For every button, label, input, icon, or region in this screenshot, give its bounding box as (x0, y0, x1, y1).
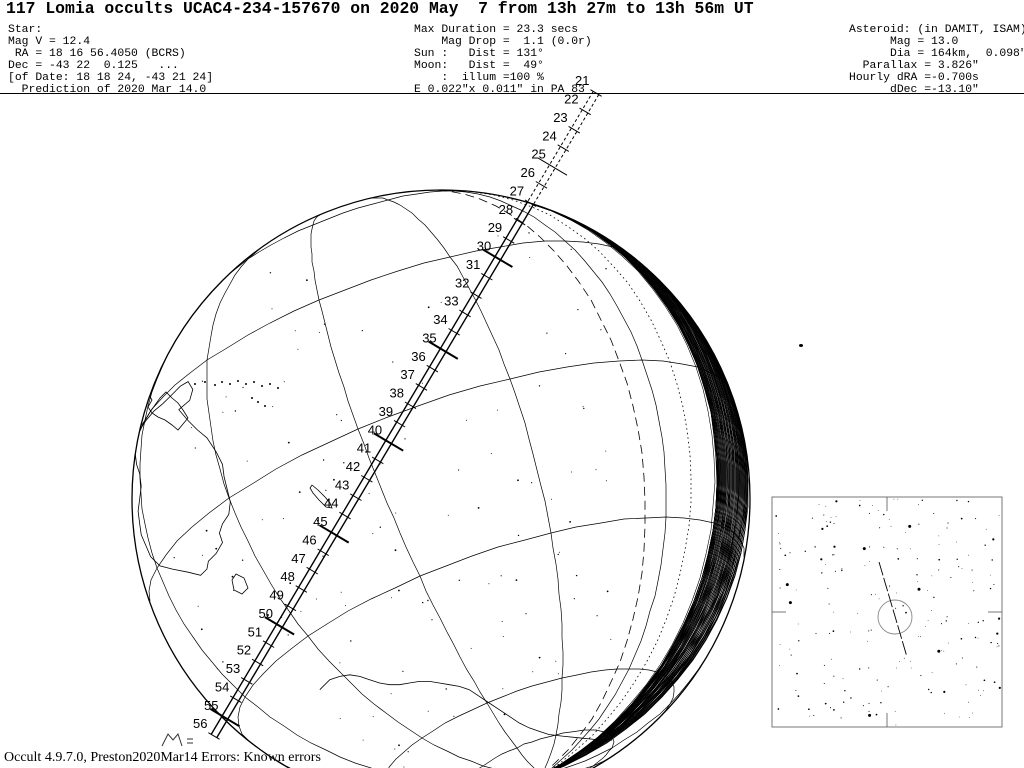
svg-text:53: 53 (226, 661, 240, 676)
svg-text:21: 21 (575, 73, 589, 88)
svg-text:36: 36 (411, 349, 425, 364)
svg-text:40: 40 (368, 422, 382, 437)
svg-text:43: 43 (335, 477, 349, 492)
svg-text:23: 23 (553, 110, 567, 125)
svg-text:24: 24 (542, 128, 556, 143)
svg-text:54: 54 (215, 680, 229, 695)
svg-text:49: 49 (269, 588, 283, 603)
svg-text:50: 50 (259, 606, 273, 621)
svg-text:48: 48 (280, 569, 294, 584)
svg-text:28: 28 (499, 202, 513, 217)
svg-text:39: 39 (379, 404, 393, 419)
svg-text:27: 27 (510, 183, 524, 198)
svg-text:47: 47 (291, 551, 305, 566)
svg-text:32: 32 (455, 275, 469, 290)
svg-text:35: 35 (422, 330, 436, 345)
svg-text:30: 30 (477, 239, 491, 254)
svg-text:55: 55 (204, 698, 218, 713)
svg-text:34: 34 (433, 312, 447, 327)
svg-text:42: 42 (346, 459, 360, 474)
svg-text:33: 33 (444, 294, 458, 309)
svg-text:45: 45 (313, 514, 327, 529)
svg-text:38: 38 (390, 386, 404, 401)
svg-text:25: 25 (531, 147, 545, 162)
svg-text:41: 41 (357, 441, 371, 456)
svg-text:52: 52 (237, 643, 251, 658)
svg-text:26: 26 (521, 165, 535, 180)
svg-text:51: 51 (248, 624, 262, 639)
svg-text:22: 22 (564, 92, 578, 107)
svg-text:56: 56 (193, 716, 207, 731)
svg-text:37: 37 (400, 367, 414, 382)
svg-text:46: 46 (302, 533, 316, 548)
svg-text:31: 31 (466, 257, 480, 272)
svg-text:44: 44 (324, 496, 338, 511)
svg-text:29: 29 (488, 220, 502, 235)
